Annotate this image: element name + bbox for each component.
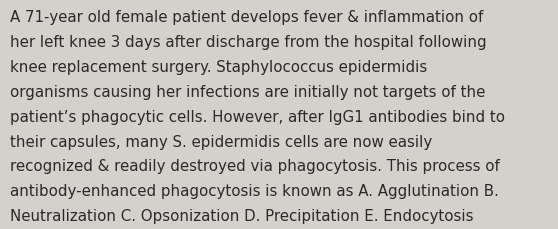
- Text: A 71-year old female patient develops fever & inflammation of: A 71-year old female patient develops fe…: [10, 10, 483, 25]
- Text: recognized & readily destroyed via phagocytosis. This process of: recognized & readily destroyed via phago…: [10, 159, 500, 174]
- Text: knee replacement surgery. Staphylococcus epidermidis: knee replacement surgery. Staphylococcus…: [10, 60, 427, 75]
- Text: organisms causing her infections are initially not targets of the: organisms causing her infections are ini…: [10, 85, 485, 99]
- Text: Neutralization C. Opsonization D. Precipitation E. Endocytosis: Neutralization C. Opsonization D. Precip…: [10, 208, 474, 223]
- Text: her left knee 3 days after discharge from the hospital following: her left knee 3 days after discharge fro…: [10, 35, 487, 50]
- Text: their capsules, many S. epidermidis cells are now easily: their capsules, many S. epidermidis cell…: [10, 134, 432, 149]
- Text: patient’s phagocytic cells. However, after IgG1 antibodies bind to: patient’s phagocytic cells. However, aft…: [10, 109, 505, 124]
- Text: antibody-enhanced phagocytosis is known as A. Agglutination B.: antibody-enhanced phagocytosis is known …: [10, 183, 499, 198]
